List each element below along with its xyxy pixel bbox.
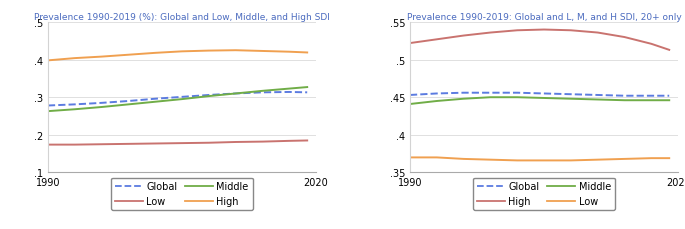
Legend: Global, Low, Middle, High: Global, Low, Middle, High [112,178,253,210]
Title: Prevalence 1990-2019: Global and L, M, and H SDI, 20+ only: Prevalence 1990-2019: Global and L, M, a… [407,13,682,22]
Legend: Global, High, Middle, Low: Global, High, Middle, Low [473,178,614,210]
Title: Prevalence 1990-2019 (%): Global and Low, Middle, and High SDI: Prevalence 1990-2019 (%): Global and Low… [34,13,330,22]
X-axis label: year: year [171,190,194,200]
X-axis label: Year: Year [533,190,555,200]
